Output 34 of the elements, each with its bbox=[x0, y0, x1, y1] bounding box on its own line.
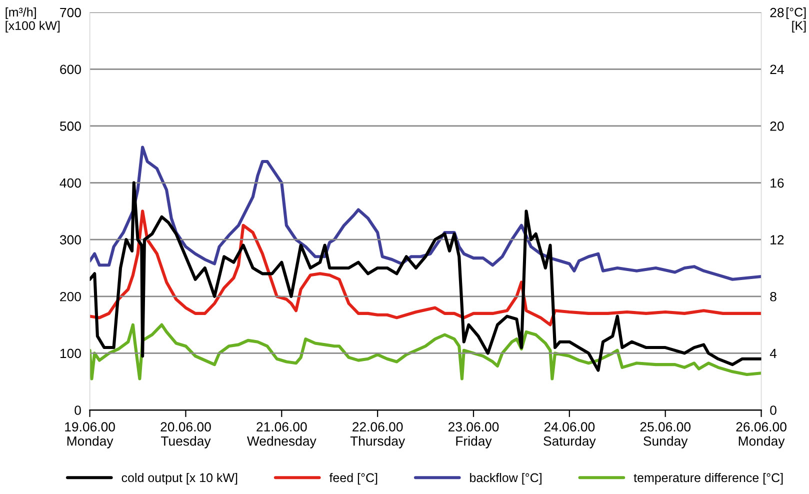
y2-tick-label: 20 bbox=[770, 122, 784, 131]
y2-tick-label: 28 bbox=[770, 8, 784, 18]
line-series bbox=[90, 210, 762, 326]
x-tick-label: 25.06.00 Sunday bbox=[640, 422, 691, 448]
legend-label: temperature difference [°C] bbox=[634, 472, 783, 485]
y2-tick-label: 12 bbox=[770, 235, 784, 244]
x-tick-label: 20.06.00 Tuesday bbox=[160, 422, 211, 448]
x-tick-label: 24.06.00 Saturday bbox=[544, 422, 596, 448]
y2-tick-label: 16 bbox=[770, 178, 784, 188]
y2-tick-label: 4 bbox=[770, 348, 777, 358]
y-tick-label: 100 bbox=[60, 348, 81, 358]
y-axis-title: [m³/h] [x100 kW] bbox=[6, 7, 60, 33]
x-tick-label: 26.06.00 Monday bbox=[736, 422, 786, 448]
y-tick-label: 500 bbox=[60, 122, 81, 131]
x-tick-label: 22.06.00 Thursday bbox=[350, 422, 406, 448]
legend-label: feed [°C] bbox=[329, 472, 378, 485]
y-tick-label: 400 bbox=[60, 178, 81, 188]
y2-tick-label: 8 bbox=[770, 292, 776, 302]
y-tick-label: 700 bbox=[60, 8, 81, 18]
y-tick-label: 0 bbox=[74, 406, 81, 415]
y2-tick-label: 24 bbox=[770, 64, 784, 74]
y-tick-label: 200 bbox=[60, 292, 81, 302]
legend-label: cold output [x 10 kW] bbox=[122, 472, 238, 485]
x-tick-label: 19.06.00 Monday bbox=[65, 422, 115, 448]
y-tick-label: 300 bbox=[60, 235, 81, 244]
line-series bbox=[90, 146, 762, 281]
x-tick-label: 23.06.00 Friday bbox=[448, 422, 499, 448]
x-tick-label: 21.06.00 Wednesday bbox=[246, 422, 316, 448]
line-series bbox=[90, 323, 762, 380]
y-tick-label: 600 bbox=[60, 64, 81, 74]
y2-tick-label: 0 bbox=[770, 406, 776, 415]
y2-axis-title: [°C] [K] bbox=[786, 7, 806, 33]
legend-label: backflow [°C] bbox=[470, 472, 542, 485]
line-series bbox=[90, 181, 762, 372]
